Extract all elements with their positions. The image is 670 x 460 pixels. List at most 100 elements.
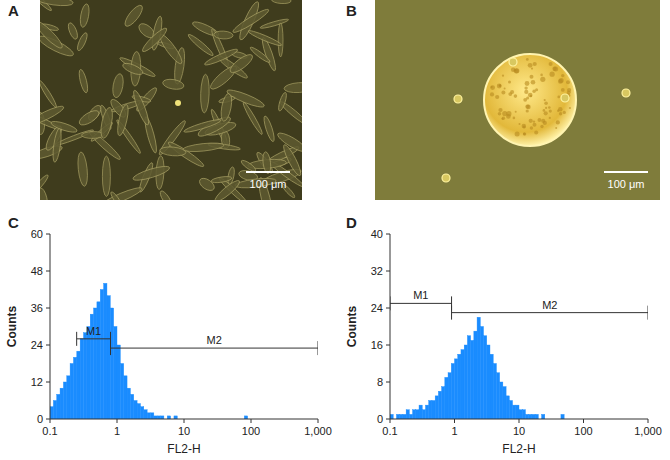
histogram-bar [130,394,133,419]
histogram-bar [124,376,127,419]
cell [262,115,276,142]
sphere-texture [544,102,548,106]
sphere-texture [491,86,493,88]
cell [66,22,79,41]
sphere-texture [549,110,552,113]
sphere-texture [528,63,533,68]
histogram-bar [70,364,73,420]
sphere-texture [502,75,504,77]
sphere-texture [543,121,547,125]
sphere-texture [523,132,526,135]
histogram-bar [474,331,477,419]
x-tick [50,419,51,423]
sphere-texture [558,79,563,84]
micrograph [40,0,302,200]
histogram-bar [416,410,419,419]
gate-end [318,341,319,355]
sphere-texture [569,107,571,109]
x-tick-label: 0.1 [382,425,397,437]
sphere-texture [514,94,518,98]
histogram-bar [67,376,70,419]
histogram-bar [490,354,493,419]
sphere-texture [555,127,557,129]
cell [116,104,131,137]
histogram-bar [425,405,428,419]
gate-label: M2 [207,334,222,346]
histogram-bar [438,391,441,419]
x-tick-label: 1 [451,425,457,437]
sphere-texture [497,84,502,89]
cell [213,178,242,200]
x-tick-label: 0.1 [42,425,57,437]
x-tick [390,419,391,423]
histogram-bar [455,359,458,419]
x-tick [519,419,520,423]
y-tick-label: 48 [31,265,43,277]
sphere-texture [561,88,565,92]
x-tick [454,419,455,423]
cell [219,92,233,122]
sphere-texture [515,131,520,136]
x-axis-label: FL2-H [167,442,200,456]
histogram-bar [403,414,406,419]
gate-end [110,341,111,355]
histogram-bar [529,414,532,419]
sphere-texture [513,117,516,120]
y-tick [46,234,50,235]
panel-label: D [346,214,357,231]
cell [225,87,265,110]
single-cell [561,94,569,102]
sphere-texture [563,111,566,114]
sphere-texture [566,80,570,84]
sphere-texture [531,80,536,85]
sphere-texture [550,72,555,77]
cell [277,92,288,112]
x-tick [251,419,252,423]
y-tick-label: 60 [31,228,43,240]
cell [271,0,291,4]
gate-line [111,348,318,349]
histogram-bar [496,373,499,419]
histogram-bar [114,327,117,420]
sphere-texture [540,125,543,128]
y-tick [46,345,50,346]
cell [260,18,290,30]
sphere-texture [553,67,558,72]
single-cell [442,174,450,182]
histogram-bar [120,364,123,420]
histogram-bar [137,404,140,419]
y-tick-label: 40 [371,228,383,240]
histogram-bar [506,396,509,419]
sphere-texture [531,68,533,70]
panel-label: B [346,2,357,19]
histogram-bar [500,382,503,419]
y-axis-label: Counts [5,306,19,348]
x-tick [318,419,319,423]
histogram-bar [422,410,425,419]
histogram-bar [451,364,454,420]
cell [40,0,74,8]
sphere-texture [523,126,526,129]
cell [247,29,282,48]
sphere-texture [499,84,501,86]
histogram-bar [396,414,399,419]
histogram-bar [493,364,496,420]
sphere-texture [556,120,560,124]
histogram-bar [467,336,470,419]
sphere-texture [545,107,547,109]
histogram-bar [413,410,416,419]
sphere-texture [549,62,553,66]
histogram-bar [445,377,448,419]
gate-end [451,306,452,320]
micrograph-background [40,0,302,200]
histogram-bar [525,414,528,419]
histogram-bar [63,382,66,419]
sphere-texture [534,131,538,135]
cell [40,18,65,50]
sphere-texture [557,96,560,99]
cell [262,151,272,174]
histogram-bar [147,413,150,419]
cell [211,175,232,183]
gate-end [76,332,77,346]
plot-area [390,296,648,419]
